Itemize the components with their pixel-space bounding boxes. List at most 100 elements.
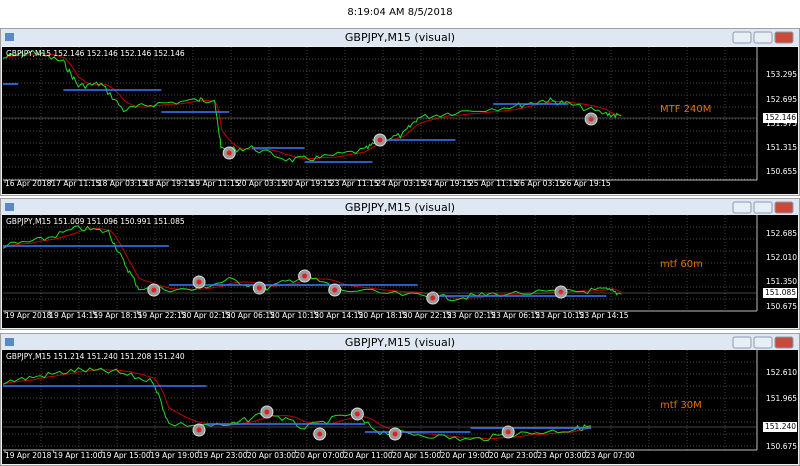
time-label: 20 Apr 02:15 — [182, 311, 231, 320]
time-label: 23 Apr 03:00 — [537, 451, 586, 460]
price-label: 150.675 — [766, 442, 797, 451]
price-label: 153.295 — [766, 70, 797, 79]
time-label: 19 Apr 18:15 — [93, 311, 142, 320]
time-label: 20 Apr 19:15 — [283, 179, 332, 188]
time-label: 20 Apr 22:15 — [403, 311, 452, 320]
window-title: GBPJPY,M15 (visual) — [345, 31, 455, 44]
time-label: 20 Apr 19:00 — [441, 451, 490, 460]
price-line — [2, 225, 622, 302]
clock: 8:19:04 AM 8/5/2018 — [347, 7, 452, 18]
signal-icon-core — [588, 116, 594, 122]
window-title: GBPJPY,M15 (visual) — [345, 201, 455, 214]
title-bar — [1, 334, 799, 351]
time-label: 19 Apr 2018 — [5, 451, 52, 460]
signal-icon-core — [377, 137, 383, 143]
window-max-button[interactable] — [753, 336, 773, 349]
indicator-label: mtf 60m — [660, 259, 703, 270]
window-icon — [5, 33, 14, 41]
signal-icon-core — [392, 431, 398, 437]
time-label: 19 Apr 22:15 — [138, 311, 187, 320]
indicator-label: mtf 30M — [660, 400, 702, 411]
price-label: 150.655 — [766, 167, 797, 176]
price-label: 151.350 — [766, 277, 797, 286]
time-label: 20 Apr 03:00 — [247, 451, 296, 460]
window-close-button[interactable] — [774, 31, 794, 44]
chart-area — [2, 215, 798, 328]
price-label: 151.315 — [766, 143, 797, 152]
time-label: 20 Apr 15:00 — [392, 451, 441, 460]
moving-average — [2, 53, 622, 160]
time-label: 19 Apr 14:15 — [49, 311, 98, 320]
signal-icon-core — [505, 429, 511, 435]
time-label: 17 Apr 11:15 — [51, 179, 100, 188]
time-label: 26 Apr 19:15 — [562, 179, 611, 188]
time-label: 16 Apr 2018 — [5, 179, 52, 188]
signal-icon-core — [256, 285, 262, 291]
window-close-button[interactable] — [774, 201, 794, 214]
signal-icon-core — [226, 150, 232, 156]
time-label: 20 Apr 11:00 — [344, 451, 393, 460]
current-price-box — [763, 422, 797, 432]
price-label: 151.975 — [766, 119, 797, 128]
time-label: 20 Apr 23:00 — [489, 451, 538, 460]
time-label: 20 Apr 18:15 — [359, 311, 408, 320]
window-max-button[interactable] — [753, 31, 773, 44]
window-title: GBPJPY,M15 (visual) — [345, 336, 455, 349]
window-icon — [5, 203, 14, 211]
signal-icon-core — [558, 289, 564, 295]
time-label: 19 Apr 19:00 — [150, 451, 199, 460]
title-bar — [1, 199, 799, 216]
price-label: 152.685 — [766, 229, 797, 238]
time-label: 23 Apr 11:15 — [330, 179, 379, 188]
time-label: 20 Apr 07:00 — [295, 451, 344, 460]
time-label: 20 Apr 06:15 — [226, 311, 275, 320]
time-label: 18 Apr 03:15 — [98, 179, 147, 188]
current-price-box — [763, 113, 797, 123]
price-label: 150.675 — [766, 302, 797, 311]
chart-info: GBPJPY,M15 152.146 152.146 152.146 152.1… — [6, 49, 185, 58]
time-label: 19 Apr 11:15 — [191, 179, 240, 188]
window-min-button[interactable] — [732, 31, 752, 44]
time-label: 23 Apr 02:15 — [447, 311, 496, 320]
price-label: 152.695 — [766, 95, 797, 104]
time-label: 23 Apr 06:15 — [491, 311, 540, 320]
current-price: 152.146 — [765, 113, 796, 122]
signal-icon-core — [354, 411, 360, 417]
time-label: 19 Apr 23:00 — [199, 451, 248, 460]
price-label: 152.610 — [766, 368, 797, 377]
time-label: 20 Apr 10:15 — [270, 311, 319, 320]
time-label: 18 Apr 19:15 — [144, 179, 193, 188]
time-label: 26 Apr 03:15 — [515, 179, 564, 188]
time-label: 23 Apr 10:15 — [535, 311, 584, 320]
time-label: 19 Apr 2018 — [5, 311, 52, 320]
signal-icon-core — [196, 279, 202, 285]
time-label: 20 Apr 14:15 — [314, 311, 363, 320]
chart-info: GBPJPY,M15 151.214 151.240 151.208 151.2… — [6, 352, 185, 361]
time-label: 25 Apr 11:15 — [469, 179, 518, 188]
window-min-button[interactable] — [732, 336, 752, 349]
price-line — [2, 366, 592, 442]
time-label: 24 Apr 03:15 — [376, 179, 425, 188]
window-min-button[interactable] — [732, 201, 752, 214]
chart-area — [2, 350, 798, 464]
time-label: 20 Apr 03:15 — [237, 179, 286, 188]
window-max-button[interactable] — [753, 201, 773, 214]
time-label: 23 Apr 14:15 — [580, 311, 629, 320]
current-price-box — [763, 288, 797, 298]
time-label: 19 Apr 15:00 — [102, 451, 151, 460]
signal-icon-core — [302, 273, 308, 279]
time-label: 24 Apr 19:15 — [423, 179, 472, 188]
chart-area — [2, 47, 798, 194]
window-close-button[interactable] — [774, 336, 794, 349]
signal-icon-core — [264, 409, 270, 415]
time-label: 19 Apr 11:00 — [53, 451, 102, 460]
time-label: 23 Apr 07:00 — [586, 451, 635, 460]
current-price: 151.240 — [765, 422, 796, 431]
signal-icon-core — [317, 431, 323, 437]
price-label: 151.965 — [766, 394, 797, 403]
signal-icon-core — [151, 287, 157, 293]
current-price: 151.085 — [765, 288, 796, 297]
chart-info: GBPJPY,M15 151.009 151.096 150.991 151.0… — [6, 217, 185, 226]
signal-icon-core — [430, 295, 436, 301]
